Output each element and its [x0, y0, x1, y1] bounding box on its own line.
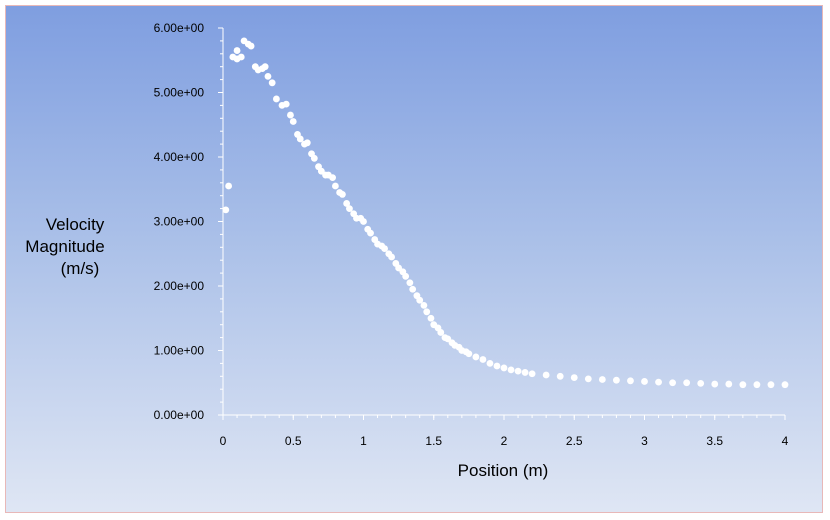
data-point — [367, 229, 374, 237]
data-point — [781, 381, 789, 389]
x-tick-label: 0 — [220, 434, 227, 448]
data-point — [725, 380, 733, 388]
data-point — [287, 111, 294, 119]
axes — [222, 28, 785, 416]
data-point — [237, 53, 245, 61]
x-tick-label: 4 — [782, 434, 789, 448]
x-tick-label: 3 — [641, 434, 648, 448]
tick-labels: 0 0.5 1 1.5 2 2.5 3 3.5 4 0.00e+00 1.00e+00 2.00e+0… — [154, 21, 789, 448]
data-point — [225, 182, 233, 190]
data-point — [465, 350, 473, 358]
data-point — [416, 296, 424, 304]
x-tick-label: 2.5 — [566, 434, 583, 448]
data-point — [388, 253, 395, 261]
x-tick-label: 2 — [501, 434, 508, 448]
data-point — [584, 375, 592, 383]
data-point — [420, 301, 428, 309]
plot-background — [5, 5, 823, 513]
y-tick-label: 0.00e+00 — [154, 408, 205, 422]
data-point — [222, 206, 230, 214]
data-point — [423, 308, 431, 316]
data-point — [402, 272, 410, 280]
y-axis-title-line-3: (m/s) — [61, 259, 100, 278]
y-tick-label: 2.00e+00 — [154, 279, 205, 293]
data-point — [406, 279, 414, 287]
y-tick-label: 3.00e+00 — [154, 215, 205, 229]
data-point — [329, 174, 336, 182]
x-tick-label: 1.5 — [425, 434, 442, 448]
data-point — [479, 356, 487, 363]
data-point — [289, 118, 297, 125]
data-points — [222, 37, 789, 389]
data-point — [332, 182, 339, 190]
data-point — [409, 285, 417, 293]
y-tick-label: 1.00e+00 — [154, 344, 205, 358]
data-point — [233, 47, 241, 54]
data-point — [472, 353, 480, 361]
data-point — [268, 79, 276, 87]
data-point — [360, 218, 367, 225]
data-point — [542, 371, 550, 379]
data-point — [346, 205, 353, 213]
data-point — [381, 245, 388, 252]
data-point — [556, 372, 564, 380]
y-axis-title-line-1: Velocity — [46, 215, 105, 234]
data-point — [247, 42, 255, 50]
y-tick-label: 6.00e+00 — [154, 21, 205, 35]
data-point — [767, 381, 775, 389]
data-point — [514, 367, 522, 375]
data-point — [500, 364, 508, 372]
y-tick-label: 4.00e+00 — [154, 150, 205, 164]
data-point — [264, 72, 272, 80]
data-point — [261, 63, 269, 71]
data-point — [655, 378, 662, 386]
data-point — [486, 360, 494, 367]
data-point — [437, 329, 445, 336]
data-point — [641, 378, 648, 385]
data-point — [753, 381, 761, 389]
data-point — [683, 379, 691, 387]
data-point — [570, 374, 578, 381]
data-point — [669, 379, 676, 387]
data-point — [427, 314, 435, 322]
data-point — [493, 362, 501, 370]
y-axis-title-line-2: Magnitude — [25, 237, 104, 256]
data-point — [521, 369, 529, 376]
data-point — [697, 379, 705, 387]
data-point — [507, 366, 515, 374]
data-point — [310, 154, 318, 162]
x-tick-label: 0.5 — [285, 434, 302, 448]
data-point — [739, 381, 747, 389]
data-point — [303, 139, 311, 147]
tick-marks — [218, 27, 786, 420]
data-point — [613, 376, 620, 384]
data-point — [296, 135, 304, 143]
data-point — [339, 191, 346, 198]
data-point — [528, 370, 536, 378]
data-point — [627, 377, 634, 385]
data-point — [343, 200, 351, 207]
data-point — [598, 376, 606, 383]
y-tick-label: 5.00e+00 — [154, 86, 205, 100]
data-point — [282, 100, 290, 108]
x-axis-title: Position (m) — [458, 461, 549, 480]
x-tick-label: 3.5 — [706, 434, 723, 448]
x-tick-label: 1 — [360, 434, 367, 448]
data-point — [711, 380, 719, 388]
data-point — [272, 95, 280, 103]
